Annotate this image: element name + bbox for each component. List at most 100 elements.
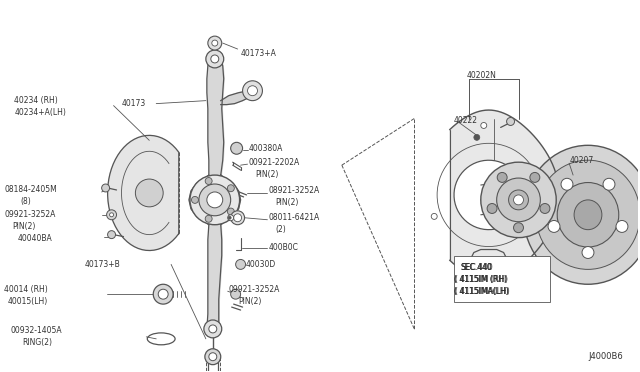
- Circle shape: [207, 192, 223, 208]
- Circle shape: [236, 259, 246, 269]
- Circle shape: [497, 178, 540, 222]
- Polygon shape: [189, 175, 241, 225]
- Text: PIN(2): PIN(2): [12, 222, 36, 231]
- Polygon shape: [454, 160, 524, 230]
- Text: 40234 (RH): 40234 (RH): [14, 96, 58, 105]
- Circle shape: [206, 50, 224, 68]
- Circle shape: [481, 162, 556, 238]
- Circle shape: [561, 178, 573, 190]
- Circle shape: [513, 223, 524, 232]
- Text: 00921-2202A: 00921-2202A: [248, 158, 300, 167]
- Circle shape: [548, 221, 560, 232]
- Text: PIN(2): PIN(2): [255, 170, 279, 179]
- Circle shape: [205, 349, 221, 365]
- Circle shape: [603, 178, 615, 190]
- Circle shape: [227, 208, 234, 215]
- Circle shape: [509, 190, 529, 210]
- Circle shape: [481, 262, 487, 267]
- Text: 40234+A(LH): 40234+A(LH): [14, 108, 66, 117]
- Text: 40014 (RH): 40014 (RH): [4, 285, 48, 294]
- Circle shape: [507, 118, 515, 125]
- Text: ( 4115IM (RH): ( 4115IM (RH): [454, 275, 507, 284]
- Polygon shape: [221, 89, 255, 105]
- Text: ( 4115IMA(LH): ( 4115IMA(LH): [454, 287, 509, 296]
- Circle shape: [487, 203, 497, 214]
- Circle shape: [230, 142, 243, 154]
- Circle shape: [191, 196, 198, 203]
- Polygon shape: [108, 135, 179, 250]
- Circle shape: [204, 320, 221, 338]
- Polygon shape: [450, 110, 559, 280]
- Text: ( 4115IMA(LH): ( 4115IMA(LH): [454, 287, 509, 296]
- Circle shape: [108, 231, 116, 238]
- Circle shape: [530, 173, 540, 182]
- Text: 40222: 40222: [454, 116, 478, 125]
- Circle shape: [228, 216, 231, 219]
- Text: (2): (2): [275, 225, 286, 234]
- Circle shape: [211, 55, 219, 63]
- Text: SEC.440: SEC.440: [461, 263, 493, 272]
- Ellipse shape: [524, 145, 640, 284]
- Text: ( 4115IM (RH): ( 4115IM (RH): [454, 275, 507, 284]
- Text: 00932-1405A: 00932-1405A: [10, 326, 62, 336]
- Text: 08011-6421A: 08011-6421A: [268, 213, 319, 222]
- Circle shape: [136, 179, 163, 207]
- Circle shape: [474, 134, 480, 140]
- Circle shape: [531, 214, 536, 219]
- Circle shape: [158, 289, 168, 299]
- Circle shape: [190, 175, 239, 225]
- Circle shape: [243, 81, 262, 101]
- Text: (8): (8): [20, 198, 31, 206]
- Circle shape: [481, 122, 487, 128]
- Circle shape: [227, 185, 234, 192]
- Text: 40173: 40173: [122, 99, 146, 108]
- Text: PIN(2): PIN(2): [239, 296, 262, 306]
- Circle shape: [582, 247, 594, 259]
- Text: J4000B6: J4000B6: [588, 352, 623, 361]
- Text: 40207: 40207: [570, 156, 595, 165]
- Ellipse shape: [536, 160, 640, 269]
- Text: ( 4115IMA(LH): ( 4115IMA(LH): [455, 287, 509, 296]
- Text: 08184-2405M: 08184-2405M: [4, 186, 57, 195]
- Text: 400380A: 400380A: [248, 144, 283, 153]
- Circle shape: [153, 284, 173, 304]
- Text: 40040BA: 40040BA: [17, 234, 52, 243]
- Text: ( 4115IM (RH): ( 4115IM (RH): [455, 275, 508, 284]
- Circle shape: [205, 215, 212, 222]
- Text: 40030D: 40030D: [246, 260, 276, 269]
- Text: 40173+B: 40173+B: [84, 260, 120, 269]
- Circle shape: [208, 36, 221, 50]
- Text: SEC.440: SEC.440: [462, 263, 493, 272]
- Circle shape: [230, 289, 241, 299]
- Circle shape: [616, 221, 628, 232]
- Circle shape: [531, 170, 536, 176]
- Ellipse shape: [557, 183, 619, 247]
- Circle shape: [102, 184, 109, 192]
- Circle shape: [107, 210, 116, 220]
- Ellipse shape: [574, 200, 602, 230]
- Circle shape: [540, 203, 550, 214]
- Text: RING(2): RING(2): [22, 338, 52, 347]
- Text: 40202N: 40202N: [467, 71, 497, 80]
- Circle shape: [497, 173, 507, 182]
- Circle shape: [209, 353, 217, 361]
- Text: PIN(2): PIN(2): [275, 198, 299, 207]
- Text: 40015(LH): 40015(LH): [7, 296, 47, 306]
- Circle shape: [212, 40, 218, 46]
- Text: 09921-3252A: 09921-3252A: [4, 210, 56, 219]
- Circle shape: [248, 86, 257, 96]
- Circle shape: [199, 184, 230, 216]
- Text: 08921-3252A: 08921-3252A: [268, 186, 319, 195]
- Circle shape: [513, 195, 524, 205]
- Text: 400B0C: 400B0C: [268, 243, 298, 252]
- Text: 09921-3252A: 09921-3252A: [228, 285, 280, 294]
- FancyBboxPatch shape: [454, 256, 550, 302]
- Circle shape: [209, 325, 217, 333]
- Circle shape: [431, 214, 437, 219]
- Circle shape: [205, 177, 212, 185]
- Circle shape: [234, 214, 241, 222]
- Circle shape: [228, 215, 234, 221]
- Text: 40173+A: 40173+A: [241, 48, 276, 58]
- Text: SEC.440: SEC.440: [461, 263, 493, 272]
- Circle shape: [230, 211, 244, 225]
